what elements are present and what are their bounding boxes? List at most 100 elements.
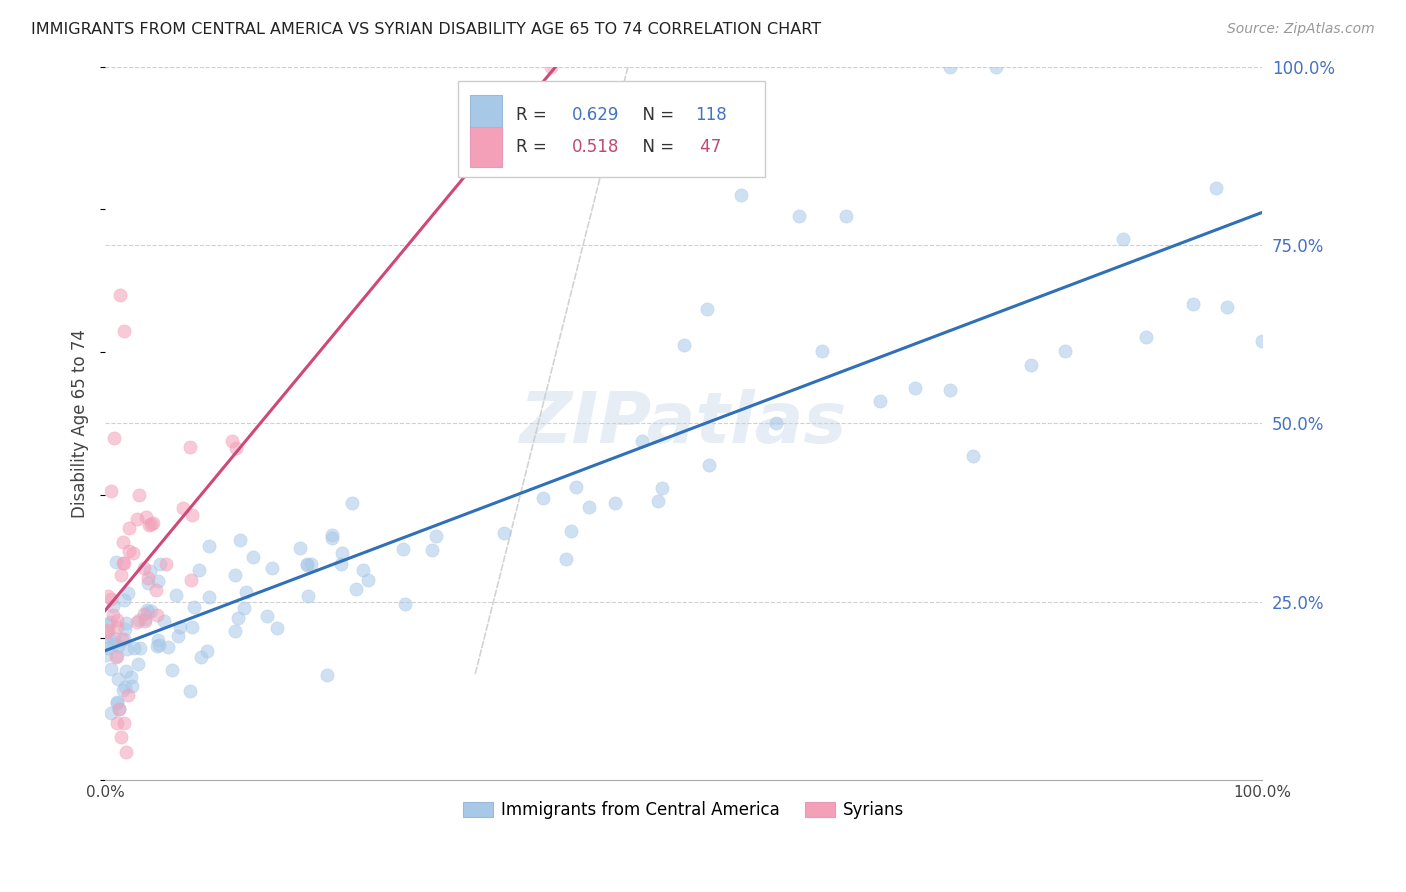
Text: IMMIGRANTS FROM CENTRAL AMERICA VS SYRIAN DISABILITY AGE 65 TO 74 CORRELATION CH: IMMIGRANTS FROM CENTRAL AMERICA VS SYRIA… [31,22,821,37]
Point [118,521,141,535]
Point [578,500,600,514]
Point [142,516,165,531]
Point [228,533,250,547]
Point [197,591,219,605]
Point [765,416,787,430]
Point [357,574,380,588]
Point [112,324,135,338]
Point [173,501,195,516]
Point [195,644,218,658]
Point [531,491,554,505]
Point [134,612,156,626]
Point [105,696,128,710]
Point [139,603,162,617]
Point [352,563,374,577]
Point [221,434,243,448]
Point [100,484,122,499]
Point [179,440,201,454]
Point [136,603,159,617]
Point [98,615,121,629]
Text: 118: 118 [695,106,727,124]
Point [420,543,443,558]
Point [111,557,134,571]
Point [962,449,984,463]
Point [225,441,247,455]
Point [288,541,311,555]
Point [103,608,125,623]
Point [834,210,856,224]
Point [141,516,163,531]
Point [179,683,201,698]
Point [321,527,343,541]
Point [321,531,343,545]
Point [340,496,363,510]
Point [105,695,128,709]
Point [180,574,202,588]
Point [135,510,157,524]
Point [560,524,582,538]
Point [136,576,159,591]
Point [330,557,353,571]
Point [96,589,118,603]
Point [108,701,131,715]
Point [984,60,1007,74]
Point [96,648,118,663]
Point [647,494,669,508]
Point [262,561,284,575]
Point [127,511,149,525]
Point [105,716,128,731]
Point [117,688,139,702]
FancyBboxPatch shape [458,81,765,178]
Point [631,434,654,448]
Point [904,381,927,395]
Point [938,60,960,74]
Point [105,555,128,569]
Point [149,557,172,571]
Point [224,568,246,582]
Text: Source: ZipAtlas.com: Source: ZipAtlas.com [1227,22,1375,37]
Point [153,615,176,629]
Point [112,593,135,607]
Point [330,546,353,560]
Point [139,564,162,578]
Point [242,550,264,565]
Point [233,601,256,615]
Text: R =: R = [516,106,553,124]
Point [138,518,160,533]
Point [108,702,131,716]
Point [111,534,134,549]
Point [696,302,718,317]
Point [226,611,249,625]
Point [100,706,122,720]
Point [111,683,134,698]
Point [105,650,128,665]
Point [105,649,128,664]
Point [117,585,139,599]
Text: N =: N = [631,106,679,124]
Point [146,639,169,653]
Point [97,616,120,631]
Point [297,589,319,603]
Point [1205,181,1227,195]
Point [315,668,337,682]
Point [160,663,183,677]
Point [136,571,159,585]
Point [554,551,576,566]
Point [1181,296,1204,310]
Point [1019,358,1042,372]
Point [730,188,752,202]
Point [392,542,415,557]
Point [97,641,120,656]
Point [98,630,121,644]
Point [107,614,129,628]
Point [100,662,122,676]
Point [112,632,135,647]
Point [114,680,136,694]
Point [605,496,627,510]
Point [128,488,150,502]
Point [266,621,288,635]
Point [869,394,891,409]
Point [114,622,136,636]
Point [110,568,132,582]
Y-axis label: Disability Age 65 to 74: Disability Age 65 to 74 [72,329,89,518]
